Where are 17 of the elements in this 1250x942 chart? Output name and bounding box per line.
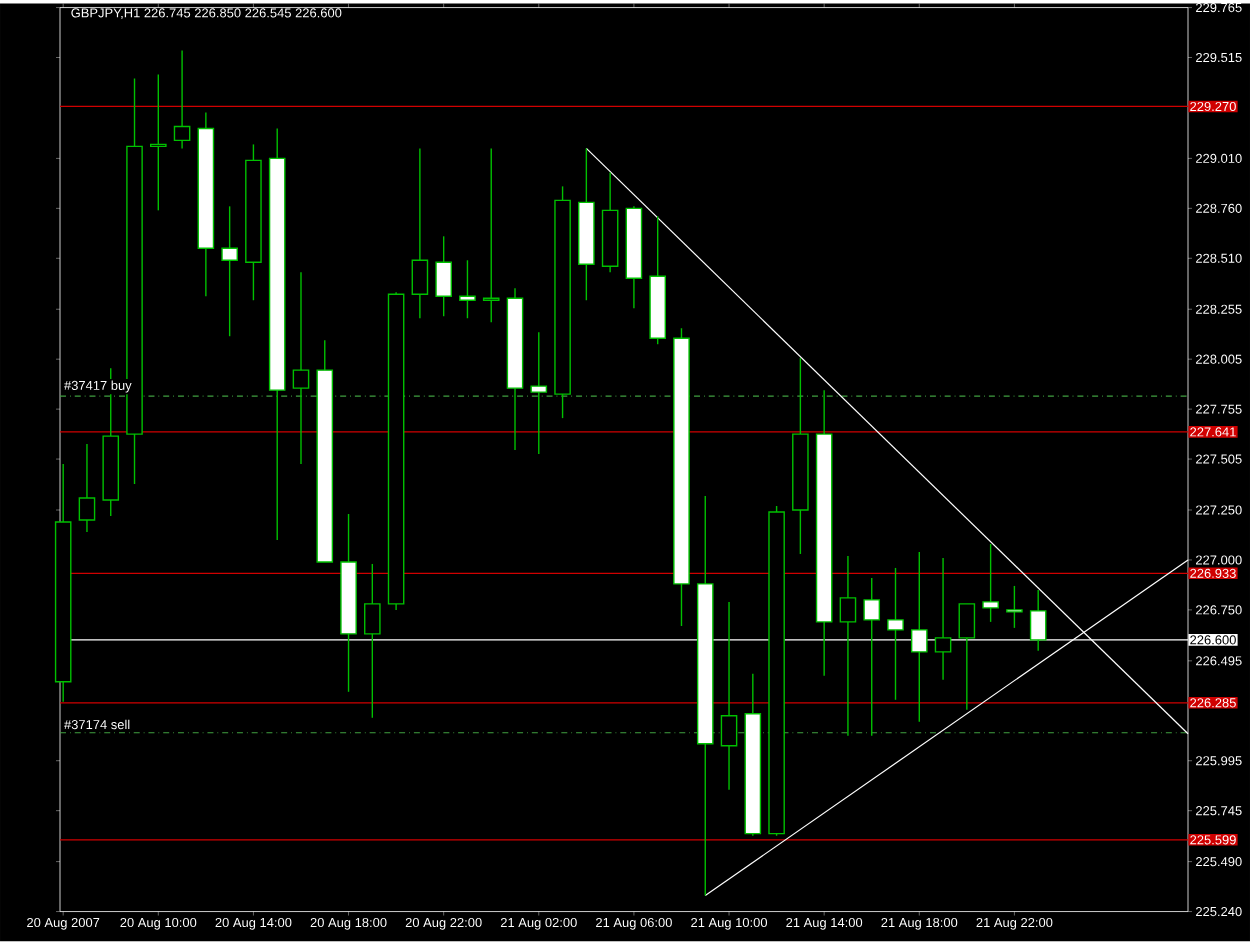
candlestick: [839, 555, 857, 737]
candlestick: [78, 443, 96, 533]
candlestick: [934, 557, 952, 681]
candlestick: [411, 147, 429, 320]
candlestick: [1006, 585, 1023, 629]
candlestick: [459, 259, 476, 320]
candlestick: [173, 50, 191, 150]
candlestick: [530, 331, 548, 455]
candlestick: [482, 147, 500, 324]
candlestick: [720, 601, 738, 791]
candlestick: [221, 205, 238, 338]
candlestick: [958, 603, 976, 711]
candlestick: [982, 543, 999, 623]
candlestick: [435, 235, 452, 318]
candlestick: [364, 563, 381, 719]
candlestick: [292, 271, 310, 465]
candlestick: [150, 74, 167, 212]
